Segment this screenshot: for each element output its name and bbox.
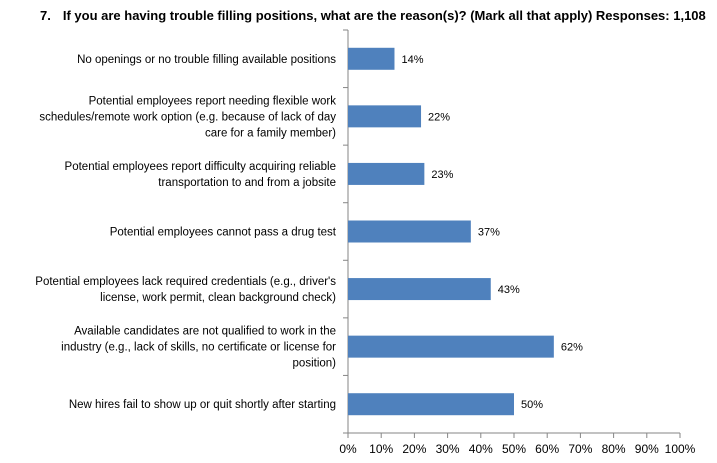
x-tick-label: 90% [635, 442, 659, 456]
bar [348, 105, 422, 128]
bar-value-label: 50% [521, 399, 543, 411]
category-label: Potential employees lack required creden… [35, 276, 336, 304]
bar [348, 393, 514, 416]
category-label: Potential employees report difficulty ac… [65, 161, 336, 189]
bar-value-label: 37% [478, 227, 500, 239]
category-label: No openings or no trouble filling availa… [77, 54, 336, 66]
bar-value-label: 62% [561, 342, 583, 354]
bar-value-label: 23% [431, 169, 453, 181]
category-label: Available candidates are not qualified t… [61, 326, 336, 370]
bar-value-label: 14% [401, 54, 423, 66]
bar [348, 335, 554, 358]
x-tick-label: 0% [339, 442, 357, 456]
x-tick-label: 30% [436, 442, 460, 456]
bar [348, 220, 471, 243]
bar [348, 278, 491, 301]
category-label: Potential employees report needing flexi… [39, 95, 336, 139]
x-tick-label: 50% [502, 442, 526, 456]
x-tick-label: 10% [369, 442, 393, 456]
category-label: Potential employees cannot pass a drug t… [110, 227, 337, 239]
x-tick-label: 40% [469, 442, 493, 456]
x-tick-label: 70% [568, 442, 592, 456]
x-tick-label: 100% [665, 442, 696, 456]
question-text: If you are having trouble filling positi… [62, 8, 706, 23]
question-number: 7. [40, 8, 51, 23]
bar-value-label: 43% [498, 284, 520, 296]
category-label: New hires fail to show up or quit shortl… [69, 399, 336, 411]
chart-title: 7. If you are having trouble filling posi… [40, 8, 706, 23]
x-tick-label: 60% [535, 442, 559, 456]
bar [348, 162, 425, 185]
x-tick-label: 20% [402, 442, 426, 456]
bar [348, 47, 395, 70]
bar-value-label: 22% [428, 111, 450, 123]
x-tick-label: 80% [602, 442, 626, 456]
